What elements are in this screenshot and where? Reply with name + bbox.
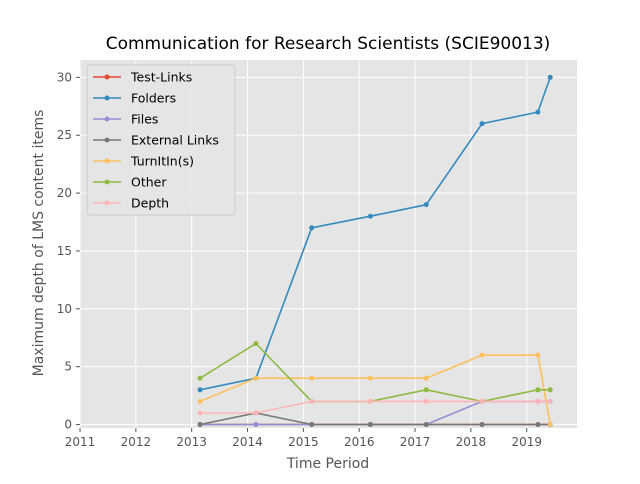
legend: Test-Links Folders Files External Links Turn… [86,64,236,216]
legend-swatch-marker [104,137,110,143]
x-tick-label: 2011 [65,435,96,449]
y-axis-ticks: 0 5 10 15 20 25 30 [57,70,80,432]
data-point-depth [367,398,373,404]
data-point-external-links [197,422,203,428]
data-point-folders [535,109,541,115]
legend-swatch-marker [104,74,110,80]
data-point-turnitin-s [309,375,315,381]
data-point-turnitin-s [479,352,485,358]
legend-swatch-marker [104,116,110,122]
series-turnitin-s [197,352,553,428]
data-point-depth [253,410,259,416]
data-point-folders [197,387,203,393]
data-point-turnitin-s [253,375,259,381]
legend-label: Folders [131,91,176,106]
data-point-depth [479,398,485,404]
y-tick-label: 25 [57,128,72,142]
legend-item: TurnItIn(s) [93,154,194,169]
data-point-other [547,387,553,393]
data-point-external-links [535,422,541,428]
legend-box [86,64,236,216]
series-depth [197,398,553,416]
legend-swatch-marker [104,179,110,185]
x-tick-label: 2015 [288,435,319,449]
data-point-other [535,387,541,393]
series-line-turnitin-s [199,354,551,425]
data-point-other [423,387,429,393]
series-line-depth [200,400,551,414]
series-line-external-links [199,412,551,426]
x-axis-label: Time Period [286,456,369,472]
grid [79,60,577,428]
data-point-external-links [309,422,315,428]
data-point-folders [423,202,429,208]
legend-swatch-marker [104,200,110,206]
data-point-other [253,341,259,347]
data-point-turnitin-s [535,352,541,358]
data-point-files [253,422,259,428]
legend-label: TurnItIn(s) [130,154,194,169]
x-axis-ticks: 2011 2012 2013 2014 2015 2016 2017 2018 2019 [65,428,542,449]
data-point-turnitin-s [547,422,553,428]
data-point-folders [547,74,553,80]
x-tick-label: 2017 [400,435,431,449]
x-tick-label: 2013 [176,435,207,449]
data-point-depth [309,398,315,404]
chart-title: Communication for Research Scientists (S… [106,34,551,54]
legend-item: Depth [93,196,169,211]
y-tick-label: 5 [64,360,72,374]
y-axis-label: Maximum depth of LMS content items [31,110,47,377]
legend-swatch-marker [104,158,110,164]
legend-swatch-marker [104,95,110,101]
y-tick-label: 10 [57,302,72,316]
legend-item: External Links [93,133,219,148]
data-point-turnitin-s [197,398,203,404]
legend-item: Test-Links [93,70,192,85]
data-point-folders [367,213,373,219]
data-point-folders [309,225,315,231]
data-point-external-links [423,422,429,428]
legend-label: Test-Links [130,70,192,85]
series-line-other [199,342,551,403]
data-point-depth [423,398,429,404]
y-tick-label: 15 [57,244,72,258]
y-tick-label: 0 [64,418,72,432]
data-point-other [197,375,203,381]
x-tick-label: 2016 [344,435,375,449]
legend-label: Depth [131,196,169,211]
legend-label: Files [131,112,158,127]
legend-label: External Links [131,133,219,148]
legend-item: Folders [93,91,176,106]
legend-item: Files [93,112,158,127]
x-tick-label: 2018 [456,435,487,449]
legend-item: Other [93,175,167,190]
data-point-depth [535,398,541,404]
x-tick-label: 2014 [232,435,263,449]
data-point-external-links [367,422,373,428]
x-tick-label: 2012 [121,435,152,449]
legend-label: Other [131,175,167,190]
data-point-depth [197,410,203,416]
data-point-folders [479,121,485,127]
data-point-external-links [479,422,485,428]
data-point-depth [547,398,553,404]
data-point-turnitin-s [367,375,373,381]
data-point-turnitin-s [423,375,429,381]
y-tick-label: 20 [57,186,72,200]
x-tick-label: 2019 [511,435,542,449]
series-lines [197,74,553,428]
y-tick-label: 30 [57,70,72,84]
